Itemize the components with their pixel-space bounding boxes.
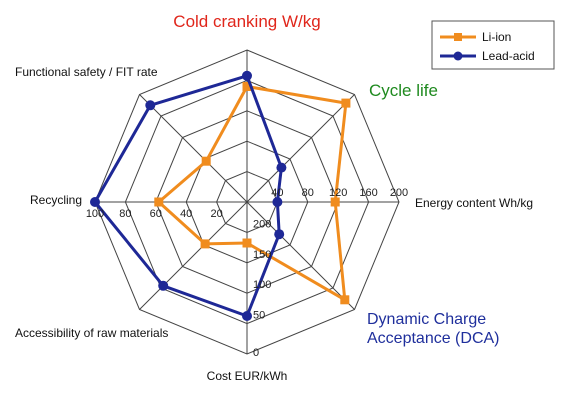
data-point-li-ion	[242, 238, 252, 248]
legend-box	[431, 20, 555, 70]
radar-grid	[94, 49, 400, 355]
data-point-lead-acid	[242, 70, 252, 81]
data-point-lead-acid	[272, 197, 283, 207]
legend-label-lead-acid: Lead-acid	[482, 49, 535, 63]
tick-label: 0	[253, 347, 259, 359]
tick-label: 40	[180, 208, 192, 220]
radar-ticks: 40 80 120 160 200 100 80 60 40 20 200 150 100 50 0	[86, 187, 408, 359]
axis-label-dynamic-charge-acceptance-dca: Dynamic Charge Acceptance (DCA)	[367, 311, 500, 347]
tick-label: 120	[329, 187, 347, 199]
tick-label: 160	[359, 187, 377, 199]
radar-series	[90, 70, 351, 321]
grid-spoke	[246, 94, 355, 203]
axis-label-recycling: Recycling	[30, 193, 82, 207]
tick-label: 200	[390, 187, 408, 199]
radar-axis-labels: Cold cranking W/kg Cycle life Energy conte…	[15, 12, 533, 383]
legend: Li-ion Lead-acid	[431, 20, 555, 70]
legend-label-li-ion: Li-ion	[482, 30, 511, 44]
data-point-li-ion	[200, 239, 210, 249]
data-point-lead-acid	[90, 197, 100, 207]
tick-label: 80	[119, 208, 131, 220]
data-point-lead-acid	[242, 311, 252, 321]
data-point-li-ion	[201, 156, 211, 166]
tick-label: 20	[210, 208, 222, 220]
axis-label-cycle-life: Cycle life	[369, 81, 438, 100]
tick-label: 100	[86, 208, 104, 220]
tick-label: 80	[302, 187, 314, 199]
data-point-lead-acid	[276, 162, 287, 173]
tick-label: 150	[253, 249, 271, 261]
grid-spoke	[139, 94, 248, 203]
data-point-lead-acid	[158, 280, 169, 291]
data-point-li-ion	[340, 295, 350, 305]
tick-label: 40	[271, 187, 283, 199]
axis-label-cold-cranking-w-kg: Cold cranking W/kg	[173, 12, 320, 31]
tick-label: 50	[253, 310, 265, 322]
grid-spoke	[139, 201, 248, 310]
data-point-li-ion	[330, 197, 340, 207]
axis-label-functional-safety-fit-rate: Functional safety / FIT rate	[15, 65, 158, 79]
data-point-li-ion	[341, 98, 351, 108]
data-point-li-ion	[242, 82, 252, 91]
tick-label: 60	[150, 208, 162, 220]
legend-swatch-li-ion-marker	[454, 33, 462, 41]
data-point-lead-acid	[145, 100, 156, 111]
tick-label: 100	[253, 279, 271, 291]
axis-label-energy-content-wh-kg: Energy content Wh/kg	[415, 196, 533, 210]
data-point-lead-acid	[274, 229, 285, 240]
data-point-li-ion	[154, 197, 164, 207]
axis-label-accessibility-of-raw-materials: Accessibility of raw materials	[15, 326, 168, 340]
legend-swatch-lead-acid-marker	[453, 51, 463, 61]
grid-spoke	[246, 201, 355, 310]
axis-label-cost-eur-kwh: Cost EUR/kWh	[207, 369, 288, 383]
tick-label: 200	[253, 218, 271, 230]
